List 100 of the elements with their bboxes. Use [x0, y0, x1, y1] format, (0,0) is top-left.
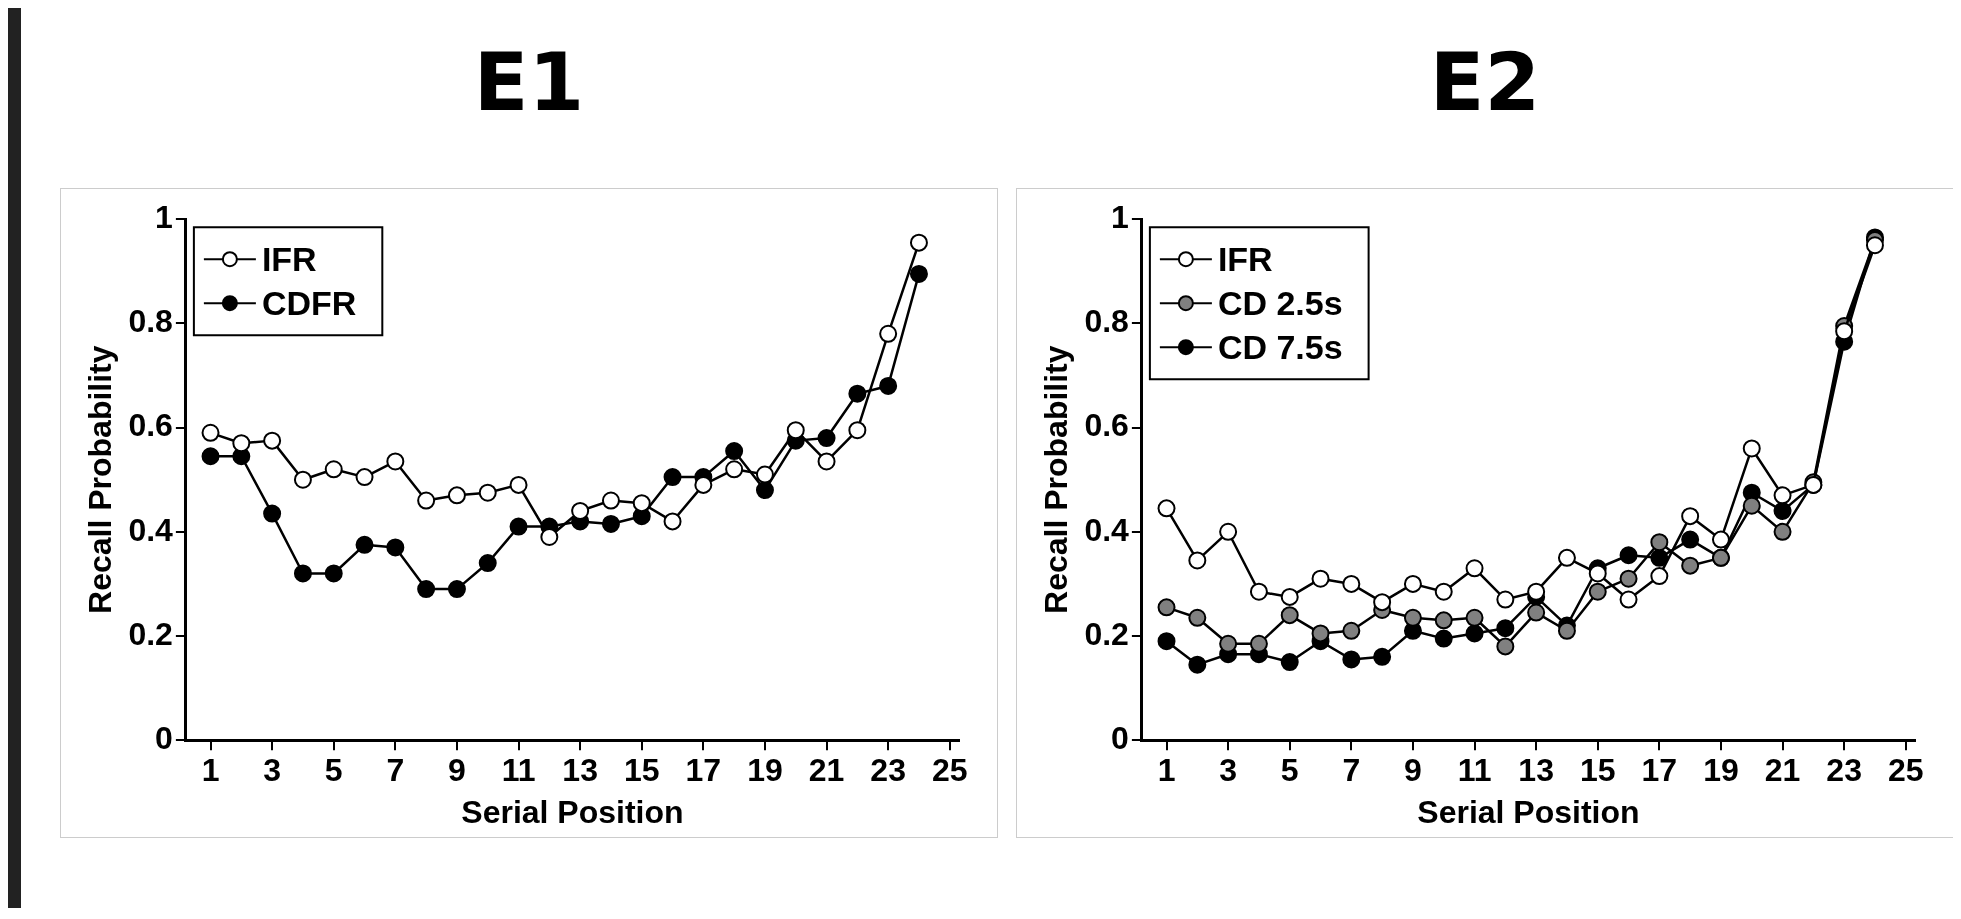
y-tick-label: 0.8	[128, 303, 173, 340]
point	[663, 468, 682, 487]
x-tick-label: 21	[1764, 752, 1801, 789]
point	[1188, 655, 1207, 674]
point	[909, 264, 928, 283]
point	[417, 491, 436, 510]
y-tick-label: 0.6	[128, 407, 173, 444]
x-tick-label: 25	[931, 752, 968, 789]
x-tick-label: 13	[562, 752, 598, 789]
point	[817, 452, 836, 471]
x-tick-label: 25	[1887, 752, 1924, 789]
point	[663, 512, 682, 531]
point	[509, 475, 528, 494]
legend-label: CD 7.5s	[1217, 327, 1343, 366]
y-tick-label: 0.2	[128, 615, 173, 652]
point	[1311, 624, 1330, 643]
point	[540, 528, 559, 547]
point	[201, 423, 220, 442]
x-tick-label: 19	[1703, 752, 1739, 789]
point	[1157, 499, 1176, 518]
x-tick-label: 1	[1157, 752, 1176, 789]
point	[355, 535, 374, 554]
x-tick-label: 15	[1579, 752, 1616, 789]
x-tick-label: 5	[1280, 752, 1299, 789]
point	[1403, 574, 1422, 593]
point	[1681, 507, 1700, 526]
point	[1773, 522, 1792, 541]
x-tick-label: 9	[1404, 752, 1422, 789]
point	[1711, 530, 1730, 549]
point	[1557, 548, 1576, 567]
legend-label: CDFR	[261, 283, 357, 322]
x-tick-label: 21	[808, 752, 845, 789]
y-tick-label: 0.2	[1084, 615, 1129, 652]
point	[601, 491, 620, 510]
point	[1588, 564, 1607, 583]
legend-label: CD 2.5s	[1217, 283, 1343, 322]
point	[1465, 624, 1484, 643]
point	[1373, 593, 1392, 612]
point	[1403, 608, 1422, 627]
point	[601, 514, 620, 533]
point	[1280, 606, 1299, 625]
point	[1434, 582, 1453, 601]
point	[817, 429, 836, 448]
point	[1373, 647, 1392, 666]
point	[879, 376, 898, 395]
point	[1434, 611, 1453, 630]
point	[848, 421, 867, 440]
x-tick-label: 7	[386, 752, 405, 789]
x-tick-label: 19	[747, 752, 783, 789]
point	[1434, 629, 1453, 648]
y-axis-title: Recall Probability	[1038, 345, 1075, 614]
point	[848, 384, 867, 403]
x-tick-label: 7	[1342, 752, 1361, 789]
point	[1465, 608, 1484, 627]
point	[324, 564, 343, 583]
point	[355, 468, 374, 487]
x-tick-label: 9	[448, 752, 466, 789]
point	[1527, 603, 1546, 622]
point	[1681, 530, 1700, 549]
point	[571, 501, 590, 520]
point	[1557, 621, 1576, 640]
point	[263, 504, 282, 523]
x-tick-label: 11	[1457, 752, 1492, 789]
point	[1527, 582, 1546, 601]
y-tick-label: 0	[1111, 720, 1129, 757]
point	[1619, 590, 1638, 609]
point	[263, 431, 282, 450]
y-tick-label: 0.4	[1084, 511, 1130, 548]
x-tick-label: 17	[1641, 752, 1678, 789]
point	[1496, 590, 1515, 609]
point	[725, 442, 744, 461]
point	[447, 580, 466, 599]
point	[478, 554, 497, 573]
point	[1188, 608, 1207, 627]
point	[1773, 501, 1792, 520]
point	[1835, 322, 1854, 341]
x-tick-label: 1	[201, 752, 220, 789]
point	[1280, 587, 1299, 606]
point	[386, 452, 405, 471]
point	[1650, 533, 1669, 552]
point	[1681, 556, 1700, 575]
point	[293, 470, 312, 489]
point	[1742, 439, 1761, 458]
y-tick-label: 0.6	[1084, 407, 1129, 444]
point	[1650, 567, 1669, 586]
point	[632, 494, 651, 513]
x-tick-label: 5	[324, 752, 343, 789]
point	[1157, 598, 1176, 617]
point	[386, 538, 405, 557]
y-tick-label: 0.8	[1084, 303, 1129, 340]
chart-title: E2	[1429, 35, 1541, 131]
legend-label: IFR	[1217, 239, 1273, 278]
y-tick-label: 1	[1111, 199, 1129, 236]
point	[1219, 634, 1238, 653]
point	[1311, 569, 1330, 588]
point	[232, 434, 251, 453]
point	[201, 447, 220, 466]
x-tick-label: 3	[1219, 752, 1238, 789]
x-axis-title: Serial Position	[1417, 793, 1640, 830]
point	[478, 483, 497, 502]
